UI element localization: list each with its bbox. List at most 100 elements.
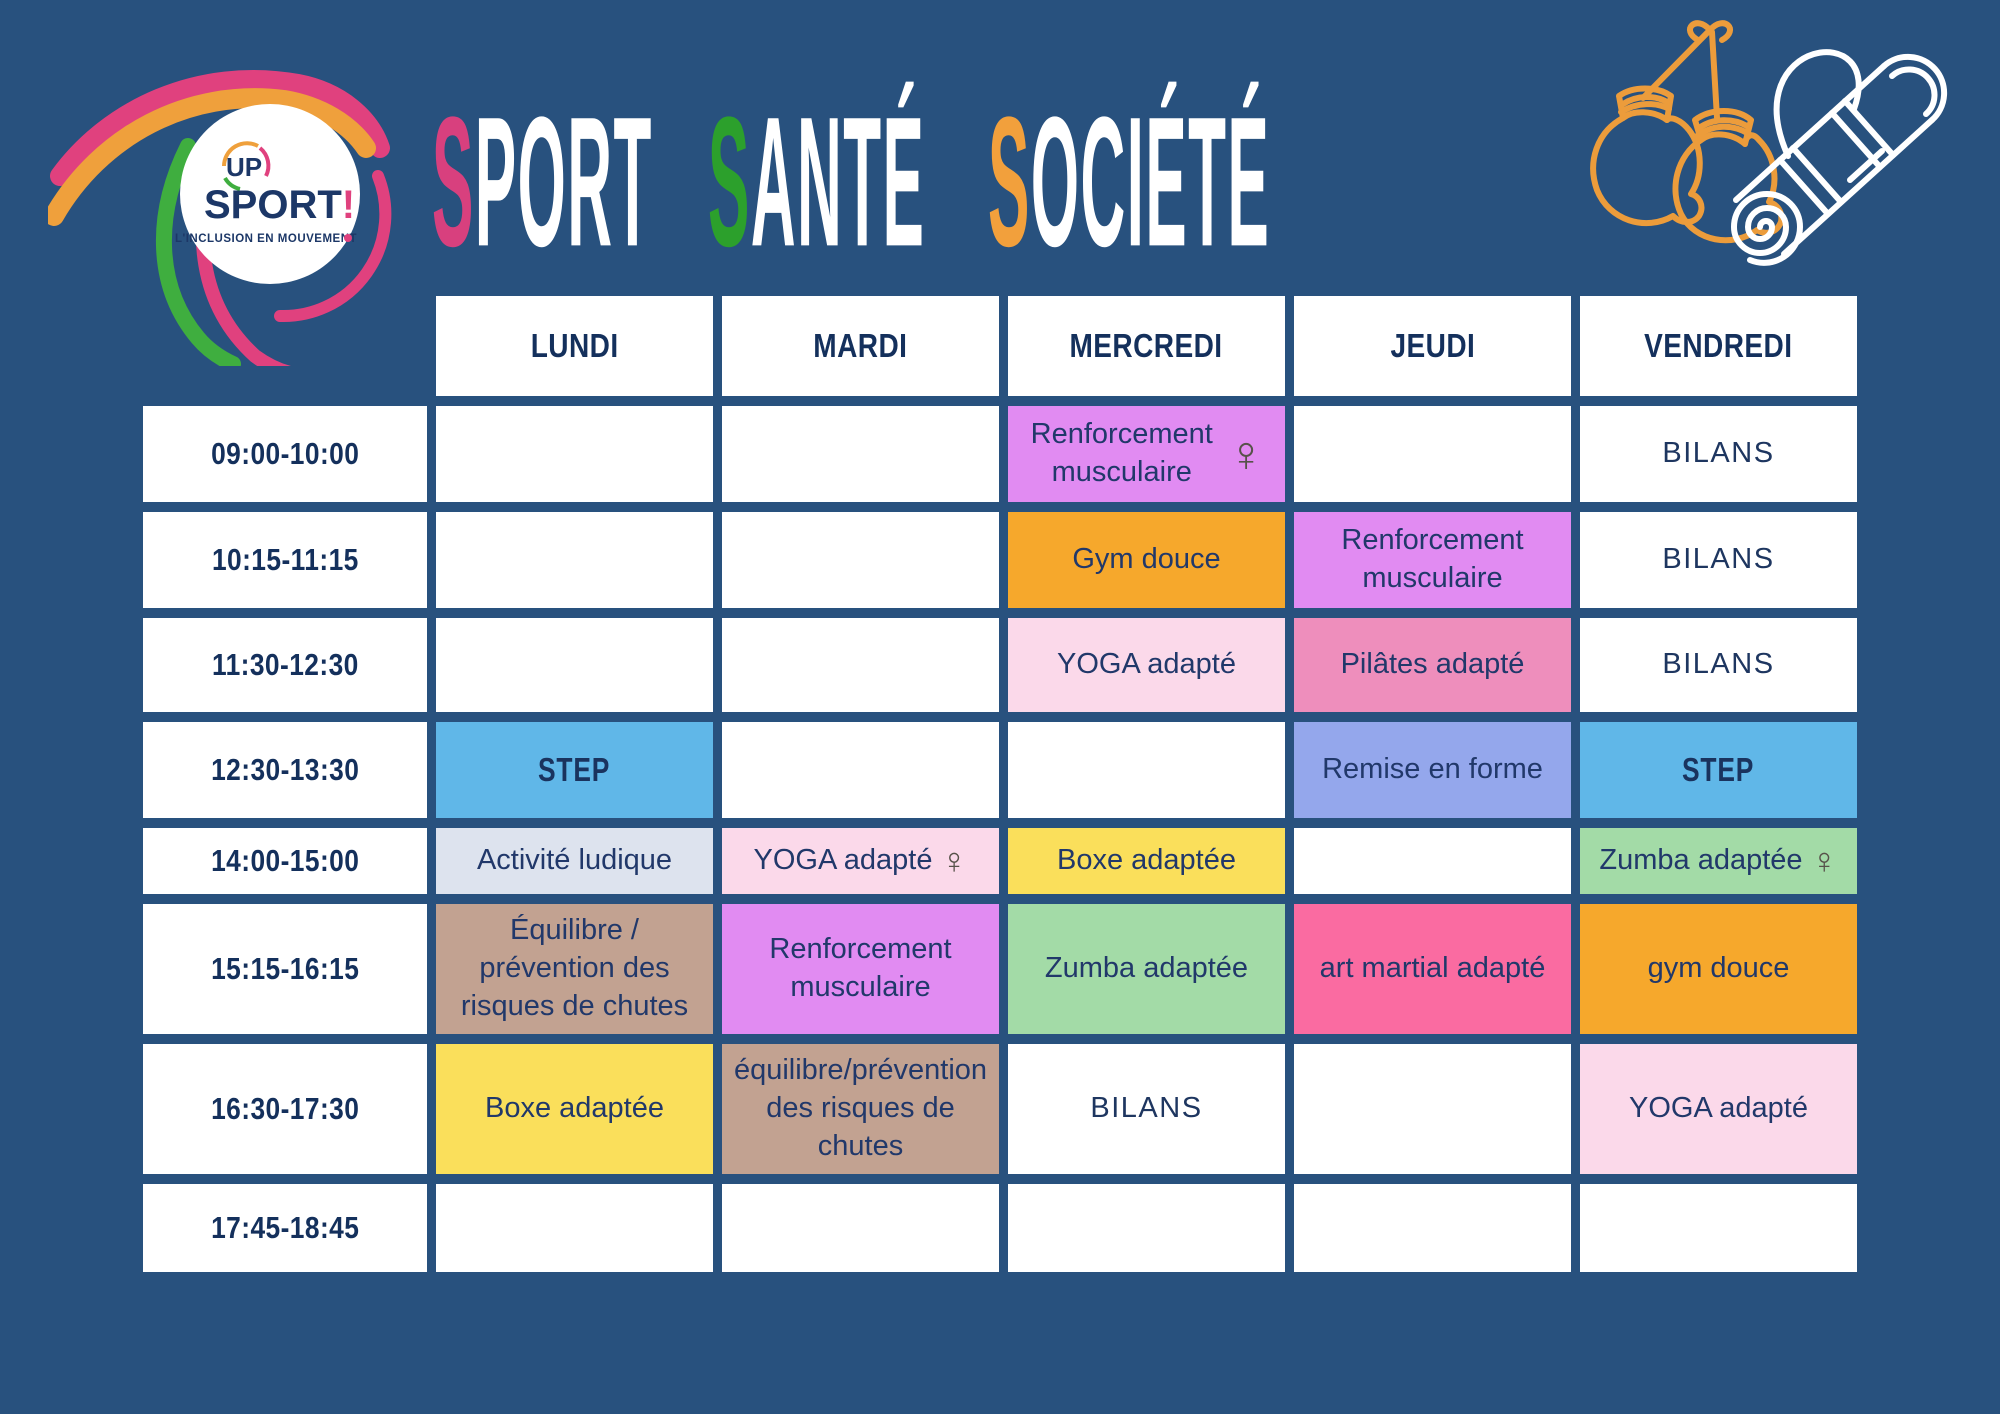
title-initial: S	[708, 78, 751, 285]
logo-swirl-orange	[48, 88, 376, 226]
cell-lundi-1745	[436, 1184, 713, 1272]
time-label-1630: 16:30-17:30	[143, 1044, 427, 1174]
activity-label: Renforcement musculaire	[1341, 524, 1524, 594]
activity-label: Renforcement musculaire	[1030, 418, 1213, 488]
day-header-mercredi: MERCREDI	[1008, 296, 1285, 396]
logo-up-arc-green	[223, 176, 241, 191]
time-label-1515: 15:15-16:15	[143, 904, 427, 1034]
activity-label: YOGA adapté	[1629, 1092, 1808, 1125]
activity-label: Zumba adaptée	[1599, 844, 1803, 877]
cell-mardi-0900	[722, 406, 999, 502]
activity-label: YOGA adapté	[753, 844, 933, 877]
activity-label: STEP	[538, 750, 611, 788]
logo-tagline-dot	[344, 234, 352, 242]
activity-label: BILANS	[1662, 437, 1775, 470]
activity-label: BILANS	[1662, 543, 1775, 576]
cell-lundi-0900	[436, 406, 713, 502]
cell-vendredi-1015: BILANS	[1580, 512, 1857, 608]
cell-vendredi-1630: YOGA adapté	[1580, 1044, 1857, 1174]
logo-up: UP	[226, 152, 262, 182]
time-text: 09:00-10:00	[210, 435, 360, 471]
activity-label: Renforcement musculaire	[769, 933, 952, 1003]
cell-vendredi-1400: Zumba adaptée ♀	[1580, 828, 1857, 894]
activity-label: Zumba adaptée	[1044, 952, 1249, 985]
corner-spacer	[143, 296, 427, 396]
day-header-jeudi: JEUDI	[1294, 296, 1571, 396]
time-text: 16:30-17:30	[210, 1090, 360, 1126]
time-label-0900: 09:00-10:00	[143, 406, 427, 502]
activity-label: BILANS	[1090, 1092, 1203, 1125]
cell-lundi-1630: Boxe adaptée	[436, 1044, 713, 1174]
activity-label: Boxe adaptée	[1057, 844, 1236, 877]
activity-label: Pilâtes adapté	[1340, 648, 1525, 681]
day-label: MARDI	[813, 326, 908, 364]
cell-vendredi-1745	[1580, 1184, 1857, 1272]
day-header-vendredi: VENDREDI	[1580, 296, 1857, 396]
logo-sport: SPORT!	[204, 183, 355, 227]
upsport-logo: UP SPORT! L'INCLUSION EN MOUVEMENT	[48, 70, 392, 366]
female-icon: ♀	[940, 840, 968, 881]
activity-label: STEP	[1682, 750, 1755, 788]
cell-mardi-1130	[722, 618, 999, 712]
logo-up-arc-orange	[222, 141, 259, 167]
cell-jeudi-1130: Pilâtes adapté	[1294, 618, 1571, 712]
logo-circle	[180, 104, 360, 284]
cell-mercredi-1745	[1008, 1184, 1285, 1272]
time-label-1400: 14:00-15:00	[143, 828, 427, 894]
title-initial: S	[432, 78, 475, 285]
title-word-societe: SOCIÉTÉ	[988, 89, 1270, 275]
cell-mercredi-1515: Zumba adaptée	[1008, 904, 1285, 1034]
cell-lundi-1130	[436, 618, 713, 712]
cell-lundi-1015	[436, 512, 713, 608]
cell-mercredi-1230	[1008, 722, 1285, 818]
day-label: JEUDI	[1390, 326, 1475, 364]
female-icon: ♀	[1227, 426, 1265, 482]
time-text: 14:00-15:00	[210, 842, 360, 878]
activity-label: art martial adapté	[1319, 952, 1546, 985]
cell-jeudi-0900	[1294, 406, 1571, 502]
logo-up-arc-pink	[258, 146, 271, 177]
female-icon: ♀	[1810, 840, 1838, 881]
day-label: LUNDI	[530, 326, 619, 364]
time-text: 10:15-11:15	[211, 541, 359, 577]
title-rest: PORT	[474, 78, 653, 285]
time-text: 12:30-13:30	[210, 751, 360, 787]
cell-mercredi-1015: Gym douce	[1008, 512, 1285, 608]
boxing-gloves-icon	[1590, 20, 1785, 244]
activity-label: Remise en forme	[1322, 753, 1543, 786]
cell-mardi-1230	[722, 722, 999, 818]
time-label-1015: 10:15-11:15	[143, 512, 427, 608]
cell-jeudi-1515: art martial adapté	[1294, 904, 1571, 1034]
cell-mercredi-1630: BILANS	[1008, 1044, 1285, 1174]
activity-label: Activité ludique	[476, 844, 673, 877]
activity-label: gym douce	[1647, 952, 1790, 985]
time-text: 11:30-12:30	[211, 646, 359, 682]
activity-label: Équilibre / prévention des risques de ch…	[460, 914, 689, 1022]
activity-label: YOGA adapté	[1057, 648, 1236, 681]
cell-jeudi-1015: Renforcement musculaire	[1294, 512, 1571, 608]
logo-ring-pink	[274, 170, 392, 323]
logo-tagline: L'INCLUSION EN MOUVEMENT	[175, 233, 357, 245]
yoga-mat-icon	[1731, 49, 1948, 266]
time-label-1745: 17:45-18:45	[143, 1184, 427, 1272]
day-label: VENDREDI	[1644, 326, 1793, 364]
day-label: MERCREDI	[1069, 326, 1223, 364]
activity-label: équilibre/prévention des risques de chut…	[733, 1054, 988, 1162]
cell-mardi-1630: équilibre/prévention des risques de chut…	[722, 1044, 999, 1174]
cell-mercredi-0900: Renforcement musculaire ♀	[1008, 406, 1285, 502]
activity-label: Gym douce	[1072, 543, 1221, 576]
title-rest: ANTÉ	[750, 78, 926, 285]
cell-lundi-1515: Équilibre / prévention des risques de ch…	[436, 904, 713, 1034]
cell-lundi-1230: STEP	[436, 722, 713, 818]
cell-mercredi-1400: Boxe adaptée	[1008, 828, 1285, 894]
cell-vendredi-0900: BILANS	[1580, 406, 1857, 502]
title-word-sante: SANTÉ	[708, 89, 925, 275]
time-label-1130: 11:30-12:30	[143, 618, 427, 712]
title-initial: S	[988, 78, 1031, 285]
title-rest: OCIÉTÉ	[1030, 78, 1271, 285]
cell-jeudi-1230: Remise en forme	[1294, 722, 1571, 818]
title-word-sport: SPORT	[432, 89, 653, 275]
day-header-mardi: MARDI	[722, 296, 999, 396]
cell-mardi-1015	[722, 512, 999, 608]
cell-mercredi-1130: YOGA adapté	[1008, 618, 1285, 712]
